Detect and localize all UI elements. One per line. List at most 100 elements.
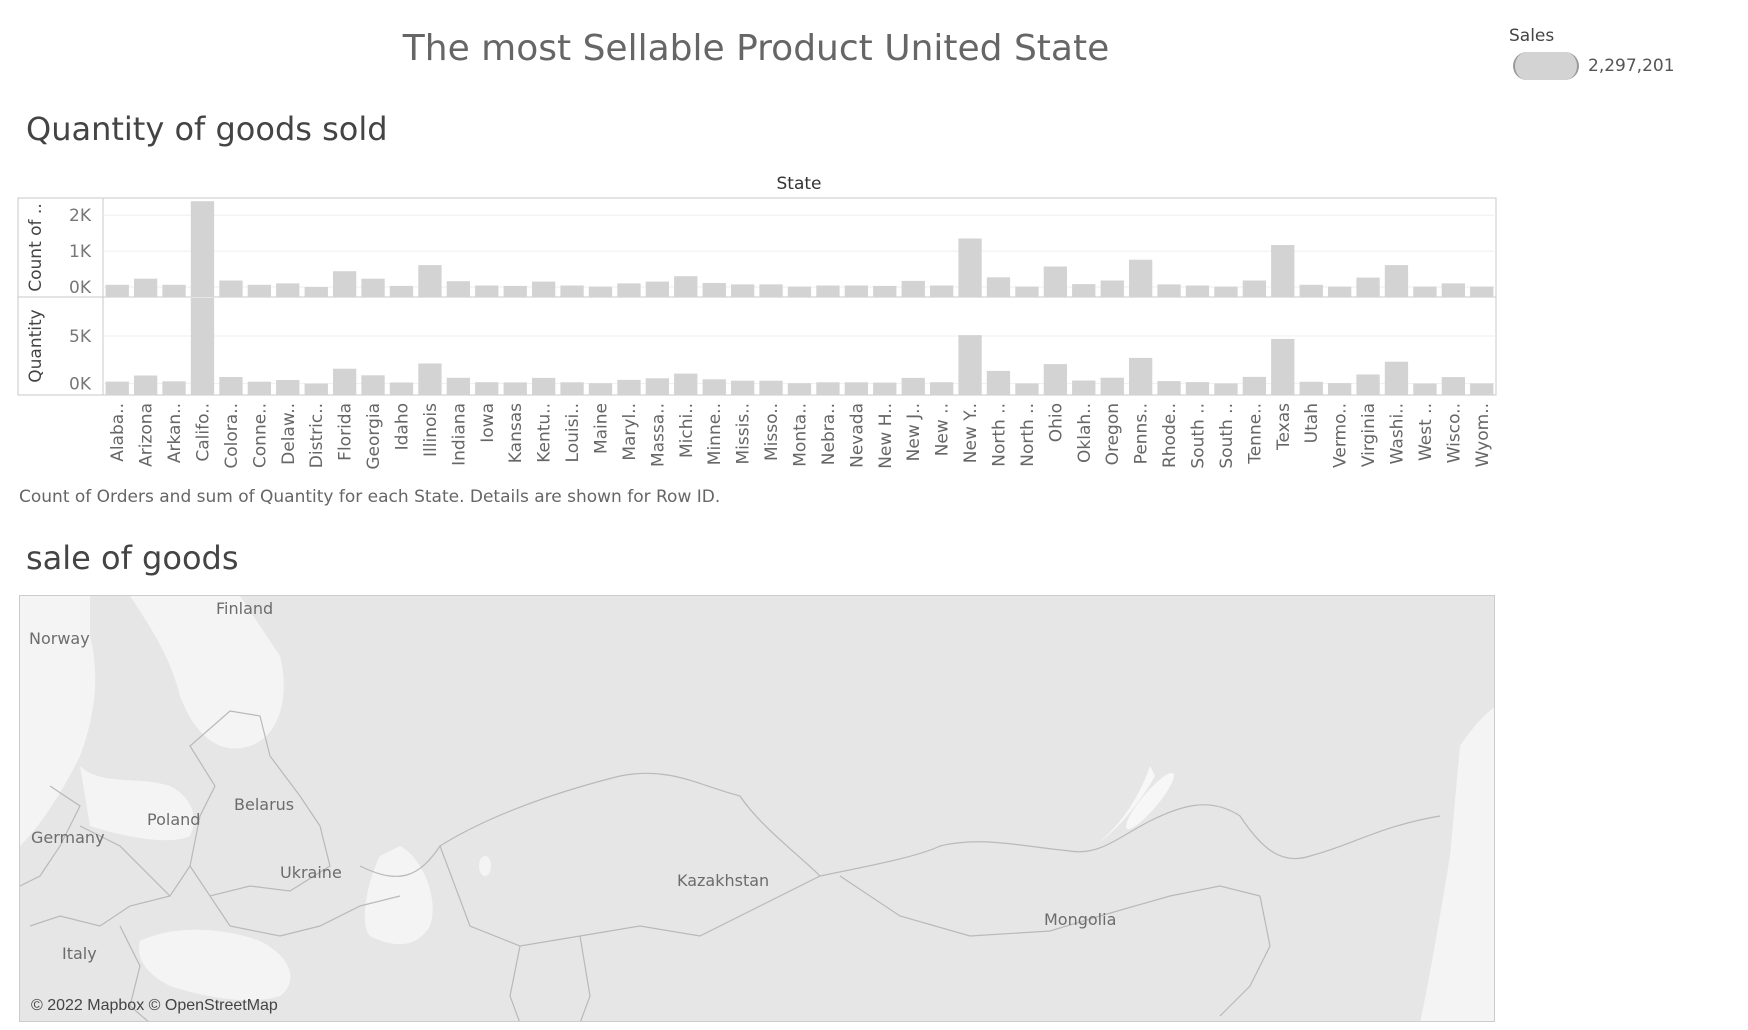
bar-kansas[interactable] [503,285,527,297]
bar-new[interactable] [930,285,954,298]
bar-chart[interactable]: State 0K 1K 2K Count of .. 0K 5K Quantity Alab… [0,160,1510,480]
bar-newj[interactable] [901,280,925,297]
bar-indiana[interactable] [446,377,470,395]
bar-maine[interactable] [588,286,613,297]
bar-north[interactable] [986,370,1011,395]
bar-tenne[interactable] [1242,280,1266,298]
bar-nevada[interactable] [844,382,868,395]
map-attribution[interactable]: © 2022 Mapbox © OpenStreetMap [31,997,278,1014]
bar-arkan[interactable] [162,381,186,395]
bar-massa[interactable] [645,281,669,297]
bar-oklah[interactable] [1072,284,1096,297]
bar-kentu[interactable] [532,281,556,297]
bar-florida[interactable] [333,271,357,297]
bar-arizona[interactable] [134,375,158,396]
bar-georgia[interactable] [361,278,385,297]
bar-oklah[interactable] [1072,380,1096,396]
bar-oregon[interactable] [1100,280,1124,298]
bar-delaw[interactable] [276,380,300,395]
bar-oregon[interactable] [1100,377,1124,395]
bar-west[interactable] [1413,286,1437,297]
bar-minne[interactable] [702,283,726,297]
bar-minne[interactable] [702,379,726,395]
bar-alaba[interactable] [105,284,129,297]
bar-washi[interactable] [1384,361,1409,395]
bar-alaba[interactable] [105,381,129,395]
bar-nebra[interactable] [816,285,840,298]
bar-rhode[interactable] [1157,284,1181,297]
bar-kentu[interactable] [532,377,556,395]
bar-south[interactable] [1214,383,1238,395]
bar-west[interactable] [1413,383,1437,396]
bar-north[interactable] [1015,286,1039,297]
bar-michi[interactable] [674,276,698,297]
bar-south[interactable] [1214,286,1238,297]
bar-virginia[interactable] [1356,374,1380,396]
bar-idaho[interactable] [389,285,414,297]
bar-maryl[interactable] [617,283,641,297]
bar-vermo[interactable] [1328,286,1352,297]
bar-penns[interactable] [1129,357,1153,395]
bar-distric[interactable] [304,383,328,395]
bar-newh[interactable] [873,285,897,297]
map-view[interactable]: Finland Norway Poland Belarus Germany Uk… [19,595,1495,1022]
bar-florida[interactable] [333,368,357,395]
bar-monta[interactable] [787,286,812,297]
bar-texas[interactable] [1271,338,1295,395]
bar-texas[interactable] [1271,245,1295,297]
bar-wisco[interactable] [1441,283,1465,297]
bar-arkan[interactable] [162,284,186,297]
bar-conne[interactable] [247,284,271,297]
bar-georgia[interactable] [361,375,385,395]
bar-michi[interactable] [674,373,698,395]
bar-utah[interactable] [1299,284,1323,297]
legend-size-swatch[interactable] [1513,52,1579,80]
bar-indiana[interactable] [446,281,470,297]
bar-arizona[interactable] [134,278,158,297]
bar-new[interactable] [930,382,954,395]
bar-ohio[interactable] [1043,364,1067,395]
bar-maine[interactable] [588,383,613,395]
bar-ohio[interactable] [1043,266,1067,298]
bar-penns[interactable] [1129,259,1153,297]
bar-wisco[interactable] [1441,377,1465,395]
bar-north[interactable] [1015,383,1039,395]
bar-iowa[interactable] [475,285,499,298]
bar-missis[interactable] [731,284,755,297]
bar-wyom[interactable] [1470,383,1494,395]
bar-misso[interactable] [759,380,783,395]
bar-newy[interactable] [958,238,982,298]
bar-newj[interactable] [901,377,925,395]
bar-newy[interactable] [958,335,982,395]
bar-south[interactable] [1185,382,1210,395]
bar-newh[interactable] [873,382,897,395]
bar-vermo[interactable] [1328,383,1352,395]
bar-delaw[interactable] [276,283,300,297]
bar-tenne[interactable] [1242,376,1266,395]
bar-louisi[interactable] [560,285,584,298]
bar-distric[interactable] [304,287,328,297]
bar-nevada[interactable] [844,285,868,298]
bar-north[interactable] [986,277,1011,297]
bar-washi[interactable] [1384,265,1409,297]
bar-kansas[interactable] [503,382,527,395]
bar-misso[interactable] [759,284,783,297]
bar-monta[interactable] [787,383,812,395]
bar-louisi[interactable] [560,382,584,395]
bar-massa[interactable] [645,378,669,395]
bar-wyom[interactable] [1470,286,1494,297]
bar-south[interactable] [1185,285,1210,298]
bar-virginia[interactable] [1356,277,1380,297]
bar-idaho[interactable] [389,382,414,396]
bar-colora[interactable] [219,280,243,298]
bar-nebra[interactable] [816,382,840,395]
bar-illinois[interactable] [418,363,442,396]
bar-califo[interactable] [190,201,215,297]
bar-colora[interactable] [219,377,243,395]
bar-utah[interactable] [1299,381,1323,395]
bar-illinois[interactable] [418,265,442,297]
bar-missis[interactable] [731,380,755,395]
bar-califo[interactable] [190,298,215,395]
bar-rhode[interactable] [1157,381,1181,395]
bar-maryl[interactable] [617,379,641,395]
